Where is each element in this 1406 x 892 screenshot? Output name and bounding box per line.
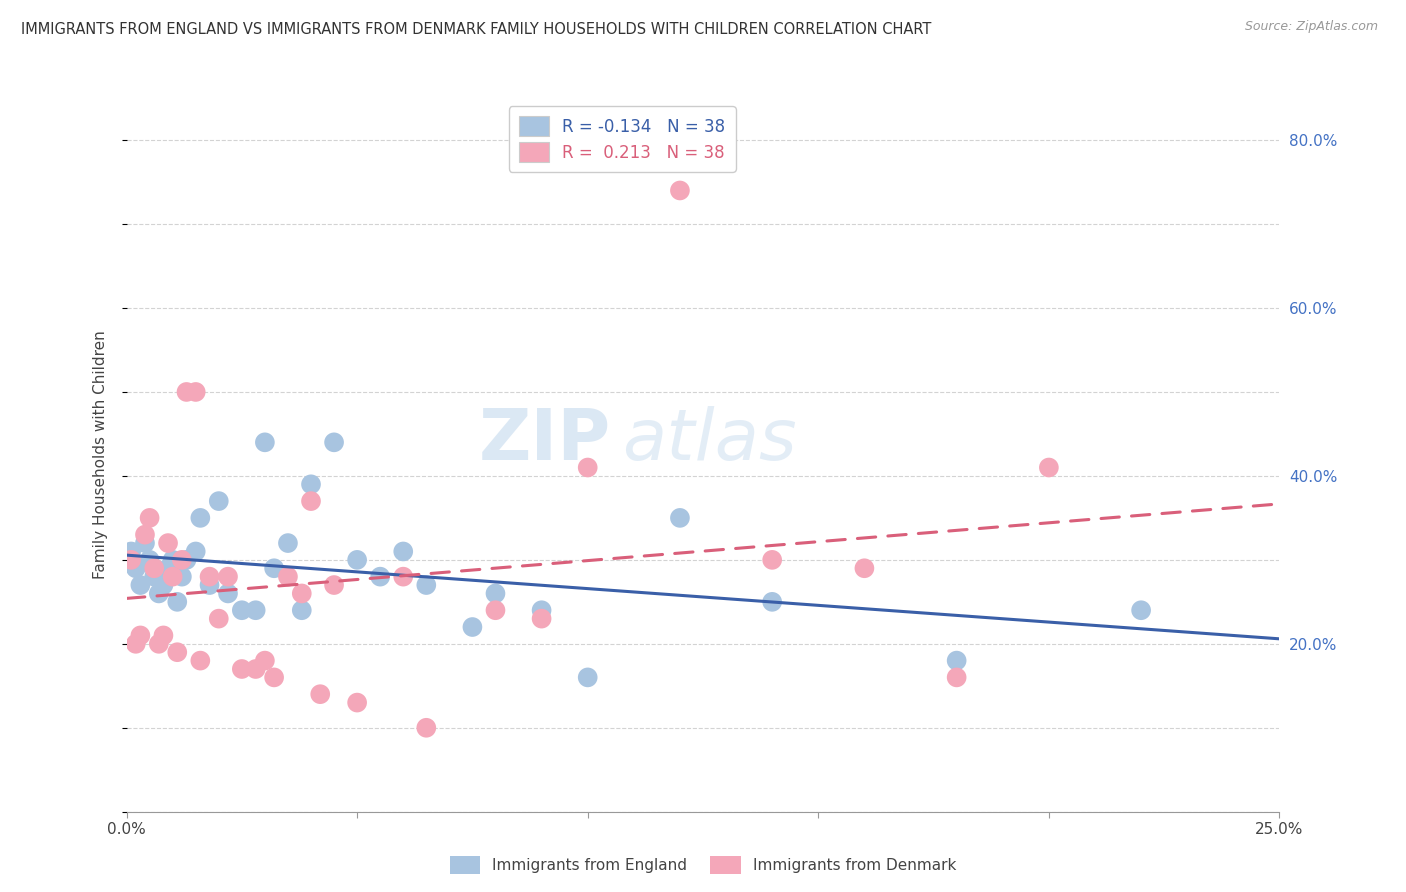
Point — [576, 460, 599, 475]
Point — [157, 561, 180, 575]
Point — [152, 578, 174, 592]
Point — [945, 670, 967, 684]
Point — [125, 637, 148, 651]
Point — [170, 569, 193, 583]
Point — [188, 654, 211, 668]
Point — [415, 578, 437, 592]
Point — [208, 612, 231, 626]
Point — [198, 569, 221, 583]
Text: atlas: atlas — [623, 406, 797, 475]
Point — [129, 578, 152, 592]
Point — [170, 553, 193, 567]
Point — [120, 553, 142, 567]
Point — [143, 569, 166, 583]
Point — [176, 384, 198, 399]
Point — [188, 511, 211, 525]
Point — [217, 569, 239, 583]
Point — [184, 544, 207, 558]
Point — [309, 687, 332, 701]
Text: Source: ZipAtlas.com: Source: ZipAtlas.com — [1244, 20, 1378, 33]
Point — [576, 670, 599, 684]
Point — [853, 561, 876, 575]
Point — [945, 654, 967, 668]
Point — [148, 637, 170, 651]
Point — [125, 561, 148, 575]
Point — [138, 553, 160, 567]
Point — [346, 553, 368, 567]
Point — [138, 511, 160, 525]
Point — [263, 561, 285, 575]
Point — [166, 645, 188, 659]
Point — [277, 536, 299, 550]
Point — [323, 435, 346, 450]
Point — [120, 544, 142, 558]
Point — [1038, 460, 1060, 475]
Point — [368, 569, 391, 583]
Point — [134, 527, 156, 541]
Point — [299, 477, 322, 491]
Point — [669, 511, 692, 525]
Point — [484, 603, 506, 617]
Legend: Immigrants from England, Immigrants from Denmark: Immigrants from England, Immigrants from… — [443, 850, 963, 880]
Point — [148, 586, 170, 600]
Point — [761, 595, 783, 609]
Point — [134, 536, 156, 550]
Point — [530, 612, 553, 626]
Point — [299, 494, 322, 508]
Y-axis label: Family Households with Children: Family Households with Children — [93, 331, 108, 579]
Point — [346, 696, 368, 710]
Point — [162, 553, 184, 567]
Point — [253, 435, 276, 450]
Point — [461, 620, 484, 634]
Point — [245, 662, 267, 676]
Point — [253, 654, 276, 668]
Point — [152, 628, 174, 642]
Point — [143, 561, 166, 575]
Point — [231, 662, 253, 676]
Point — [162, 569, 184, 583]
Point — [530, 603, 553, 617]
Point — [245, 603, 267, 617]
Legend: R = -0.134   N = 38, R =  0.213   N = 38: R = -0.134 N = 38, R = 0.213 N = 38 — [509, 106, 735, 171]
Text: IMMIGRANTS FROM ENGLAND VS IMMIGRANTS FROM DENMARK FAMILY HOUSEHOLDS WITH CHILDR: IMMIGRANTS FROM ENGLAND VS IMMIGRANTS FR… — [21, 22, 931, 37]
Point — [291, 586, 314, 600]
Point — [184, 384, 207, 399]
Point — [1130, 603, 1153, 617]
Point — [129, 628, 152, 642]
Point — [277, 569, 299, 583]
Point — [291, 603, 314, 617]
Text: ZIP: ZIP — [478, 406, 610, 475]
Point — [217, 586, 239, 600]
Point — [157, 536, 180, 550]
Point — [263, 670, 285, 684]
Point — [208, 494, 231, 508]
Point — [166, 595, 188, 609]
Point — [484, 586, 506, 600]
Point — [415, 721, 437, 735]
Point — [669, 184, 692, 198]
Point — [231, 603, 253, 617]
Point — [176, 553, 198, 567]
Point — [392, 544, 415, 558]
Point — [198, 578, 221, 592]
Point — [323, 578, 346, 592]
Point — [392, 569, 415, 583]
Point — [761, 553, 783, 567]
